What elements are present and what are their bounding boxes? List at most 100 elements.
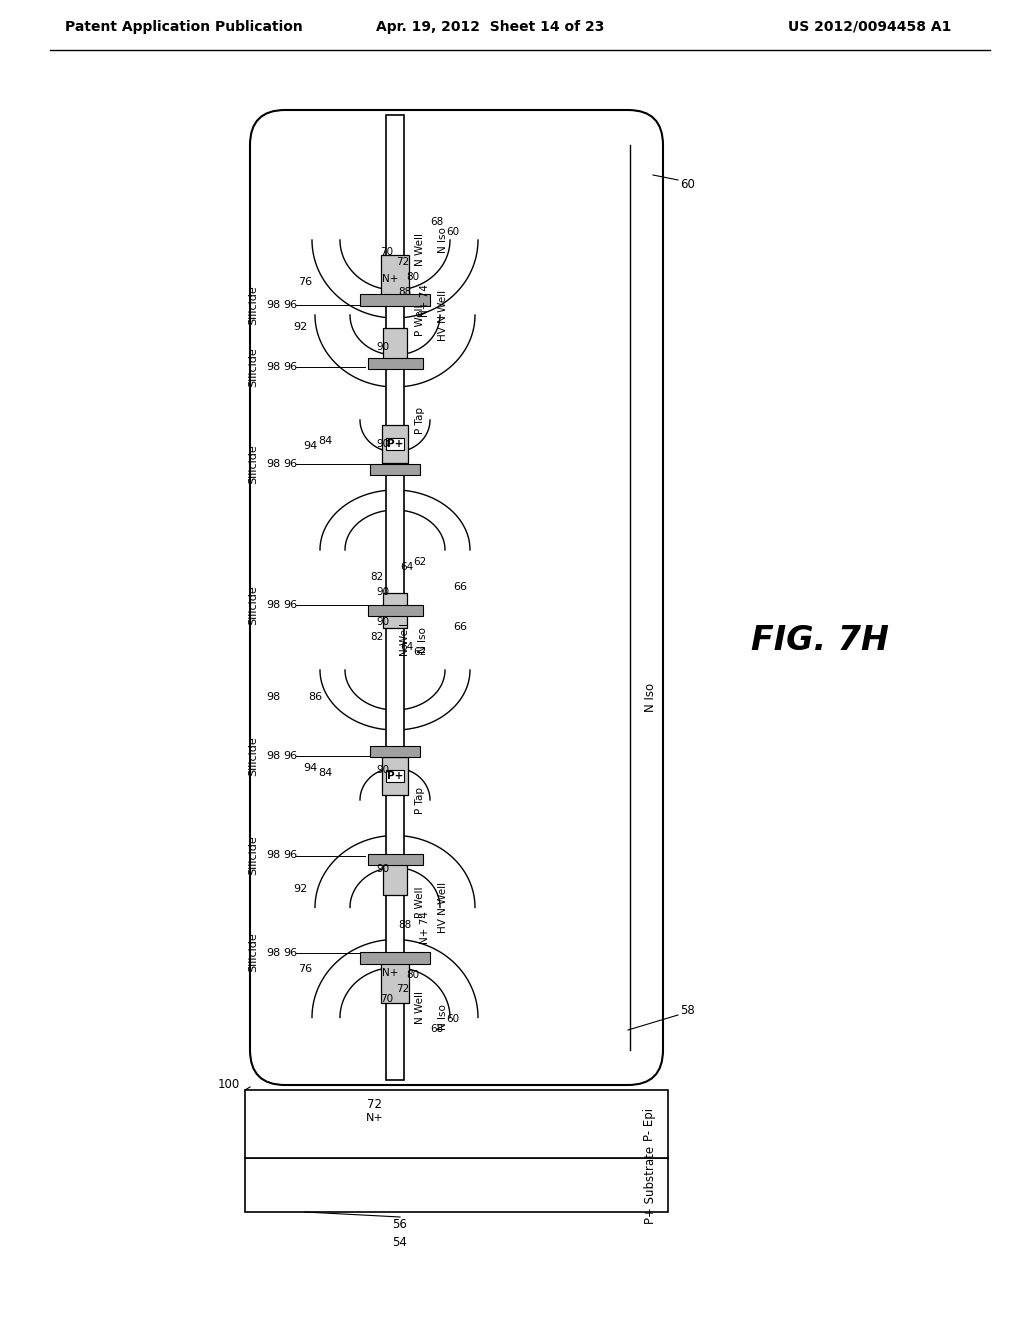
Text: N Well: N Well [400,623,410,656]
Text: N+: N+ [382,968,398,978]
Text: 62: 62 [413,557,426,568]
Text: 60: 60 [680,178,695,191]
Text: 60: 60 [446,227,460,238]
Text: 76: 76 [298,965,312,974]
Text: 96: 96 [283,459,297,469]
Text: 96: 96 [283,948,297,957]
Text: 66: 66 [453,582,467,591]
Text: 64: 64 [400,642,414,652]
Text: 84: 84 [317,768,332,777]
Text: Patent Application Publication: Patent Application Publication [65,20,303,34]
Text: Silicide: Silicide [248,933,258,973]
Text: 62: 62 [413,647,426,657]
Text: 60: 60 [446,1015,460,1024]
Text: N Iso: N Iso [418,627,428,653]
Text: 82: 82 [371,632,384,642]
Text: 90: 90 [377,766,389,775]
Text: 96: 96 [283,300,297,310]
Bar [382,756,408,795]
Text: N+: N+ [367,1113,384,1123]
Text: N Well: N Well [415,234,425,267]
Text: 96: 96 [283,601,297,610]
Text: 90: 90 [377,342,389,352]
Text: 90: 90 [377,616,389,627]
Text: Silicide: Silicide [248,737,258,776]
Text: Silicide: Silicide [248,444,258,484]
Text: 92: 92 [293,884,307,895]
Text: 80: 80 [407,969,420,979]
Text: N+: N+ [382,275,398,284]
Text: FIG. 7H: FIG. 7H [751,623,889,656]
Text: 100: 100 [218,1078,240,1092]
Bar [386,115,404,1080]
Bar [381,255,409,294]
Text: 56: 56 [392,1217,408,1230]
Text: 94: 94 [303,441,317,451]
Text: 96: 96 [283,850,297,861]
Text: 98: 98 [266,692,281,702]
Text: 90: 90 [377,587,389,597]
Bar [368,605,423,615]
Text: 98: 98 [266,459,281,469]
Text: 84: 84 [317,436,332,446]
Bar [383,861,407,895]
Text: 80: 80 [407,272,420,282]
Text: P Well: P Well [415,304,425,335]
Text: N+ 74: N+ 74 [420,284,430,317]
Text: 96: 96 [283,362,297,372]
Text: 66: 66 [453,622,467,632]
Text: 90: 90 [377,440,389,449]
Text: US 2012/0094458 A1: US 2012/0094458 A1 [788,20,951,34]
Text: 96: 96 [283,751,297,762]
Text: 64: 64 [400,562,414,572]
Text: N Iso: N Iso [438,1005,449,1031]
Text: 82: 82 [371,572,384,582]
Bar [368,358,423,368]
Text: Silicide: Silicide [248,347,258,387]
Text: 92: 92 [293,322,307,333]
Bar [382,425,408,463]
Text: Silicide: Silicide [248,585,258,624]
Text: N+ 74: N+ 74 [420,912,430,945]
Text: P Tap: P Tap [415,787,425,813]
Text: 68: 68 [430,1024,443,1035]
Bar [368,854,423,865]
Text: P+: P+ [387,440,403,449]
Bar [245,1158,668,1212]
Text: 70: 70 [381,994,393,1005]
Text: 98: 98 [266,362,281,372]
Text: 98: 98 [266,601,281,610]
Text: 88: 88 [398,286,412,297]
Bar [383,593,407,627]
Bar [381,962,409,1002]
Text: 98: 98 [266,300,281,310]
Text: 72: 72 [396,985,410,994]
Bar [370,746,420,756]
Text: 98: 98 [266,751,281,762]
Text: 68: 68 [430,216,443,227]
Bar [360,952,430,964]
Text: 94: 94 [303,763,317,774]
Text: 86: 86 [308,692,323,702]
Text: P+: P+ [387,771,403,781]
Text: N Well: N Well [415,991,425,1024]
Bar [360,294,430,306]
Text: 70: 70 [381,247,393,257]
FancyBboxPatch shape [250,110,663,1085]
Text: Silicide: Silicide [248,836,258,875]
Text: 72: 72 [368,1098,383,1111]
Text: P Tap: P Tap [415,407,425,433]
Text: 72: 72 [396,257,410,267]
Text: 54: 54 [392,1236,408,1249]
Text: Apr. 19, 2012  Sheet 14 of 23: Apr. 19, 2012 Sheet 14 of 23 [376,20,604,34]
Bar [370,463,420,474]
Text: P- Epi: P- Epi [643,1107,656,1140]
Text: 98: 98 [266,948,281,957]
Text: 88: 88 [398,920,412,929]
Text: 58: 58 [680,1003,694,1016]
Text: 76: 76 [298,277,312,286]
Text: HV N Well: HV N Well [438,289,449,341]
Text: 98: 98 [266,850,281,861]
Text: Silicide: Silicide [248,285,258,325]
Text: 90: 90 [377,865,389,874]
